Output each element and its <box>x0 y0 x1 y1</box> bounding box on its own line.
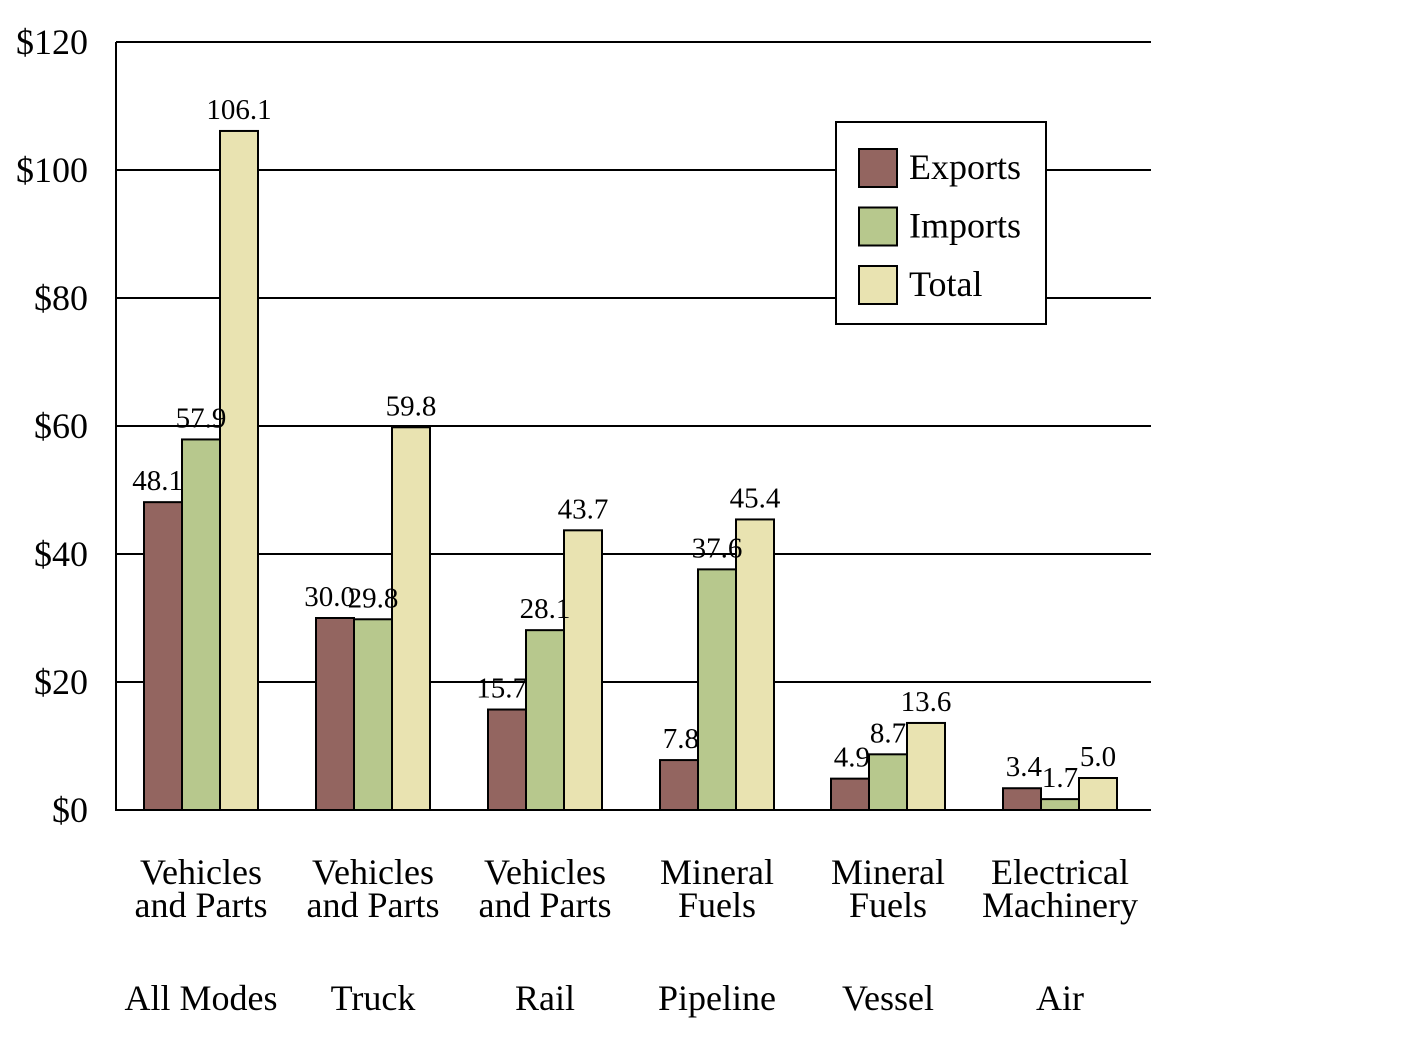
y-tick-label: $40 <box>34 534 88 574</box>
bars <box>143 129 1118 812</box>
x-tick-label-commodity: and Parts <box>307 885 440 925</box>
x-tick-label-commodity: Vehicles <box>312 852 434 892</box>
x-tick-label-mode: Rail <box>515 978 575 1018</box>
y-tick-label: $80 <box>34 278 88 318</box>
data-label: 15.7 <box>476 673 527 705</box>
y-tick-label: $20 <box>34 662 88 702</box>
bar-exports <box>487 708 527 812</box>
y-tick-label: $60 <box>34 406 88 446</box>
bar-imports <box>525 629 565 811</box>
data-label: 8.7 <box>870 717 906 749</box>
x-tick-label-mode: Pipeline <box>658 978 776 1018</box>
bar-imports <box>353 618 393 812</box>
data-label: 4.9 <box>834 742 870 774</box>
data-label: 13.6 <box>901 686 952 718</box>
data-label: 3.4 <box>1006 751 1043 783</box>
bar-total <box>219 129 259 811</box>
data-label: 37.6 <box>692 532 743 564</box>
bar-total <box>391 426 431 811</box>
bar-imports <box>181 438 221 811</box>
x-tick-label-commodity: Machinery <box>982 885 1138 925</box>
x-tick-label-commodity: Vehicles <box>140 852 262 892</box>
legend-label-exports: Exports <box>909 147 1021 187</box>
x-tick-label-commodity: Electrical <box>991 852 1129 892</box>
data-label: 7.8 <box>663 723 699 755</box>
legend-swatch-total <box>858 265 898 305</box>
axes <box>115 42 1151 811</box>
data-label: 30.0 <box>304 581 355 613</box>
bar-imports <box>868 753 908 812</box>
x-tick-label-commodity: and Parts <box>135 885 268 925</box>
y-tick-label: $100 <box>16 150 88 190</box>
data-label: 48.1 <box>132 465 183 497</box>
legend-label-imports: Imports <box>909 206 1021 246</box>
bar-exports <box>315 617 355 811</box>
legend-swatch-exports <box>858 148 898 188</box>
x-tick-label-commodity: Mineral <box>831 852 945 892</box>
legend-label-total: Total <box>909 264 982 304</box>
bar-total <box>563 529 603 811</box>
x-tick-label-commodity: Fuels <box>849 885 927 925</box>
data-label: 45.4 <box>730 482 781 514</box>
x-tick-label-commodity: and Parts <box>479 885 612 925</box>
legend: Exports Imports Total <box>835 121 1047 325</box>
data-label: 57.9 <box>176 402 227 434</box>
gridlines <box>116 41 1151 683</box>
data-label: 106.1 <box>206 94 271 126</box>
bar-total <box>906 721 946 812</box>
x-tick-label-mode: Truck <box>331 978 416 1018</box>
x-tick-label-commodity: Vehicles <box>484 852 606 892</box>
legend-swatch-imports <box>858 206 898 247</box>
bar-exports <box>1002 787 1042 811</box>
data-label: 29.8 <box>348 582 399 614</box>
labels: $0 $20 $40 $60 $80 $100 $120 48.1 30.0 15.7 7.8 4.9… <box>16 22 1138 1018</box>
bar-exports <box>143 501 183 811</box>
x-tick-label-commodity: Fuels <box>678 885 756 925</box>
bar-total <box>1078 777 1118 811</box>
bar-imports <box>697 568 737 811</box>
x-tick-label-commodity: Mineral <box>660 852 774 892</box>
data-label: 28.1 <box>520 593 571 625</box>
bar-exports <box>830 777 870 812</box>
data-label: 1.7 <box>1042 762 1078 794</box>
x-tick-label-mode: Air <box>1036 978 1084 1018</box>
bar-exports <box>659 759 699 812</box>
x-tick-label-mode: All Modes <box>125 978 278 1018</box>
bar-imports <box>1040 798 1080 811</box>
y-tick-label: $120 <box>16 22 88 62</box>
y-tick-label: $0 <box>52 790 88 830</box>
x-tick-label-mode: Vessel <box>842 978 934 1018</box>
data-label: 43.7 <box>558 493 609 525</box>
data-label: 59.8 <box>386 390 437 422</box>
data-label: 5.0 <box>1080 741 1116 773</box>
